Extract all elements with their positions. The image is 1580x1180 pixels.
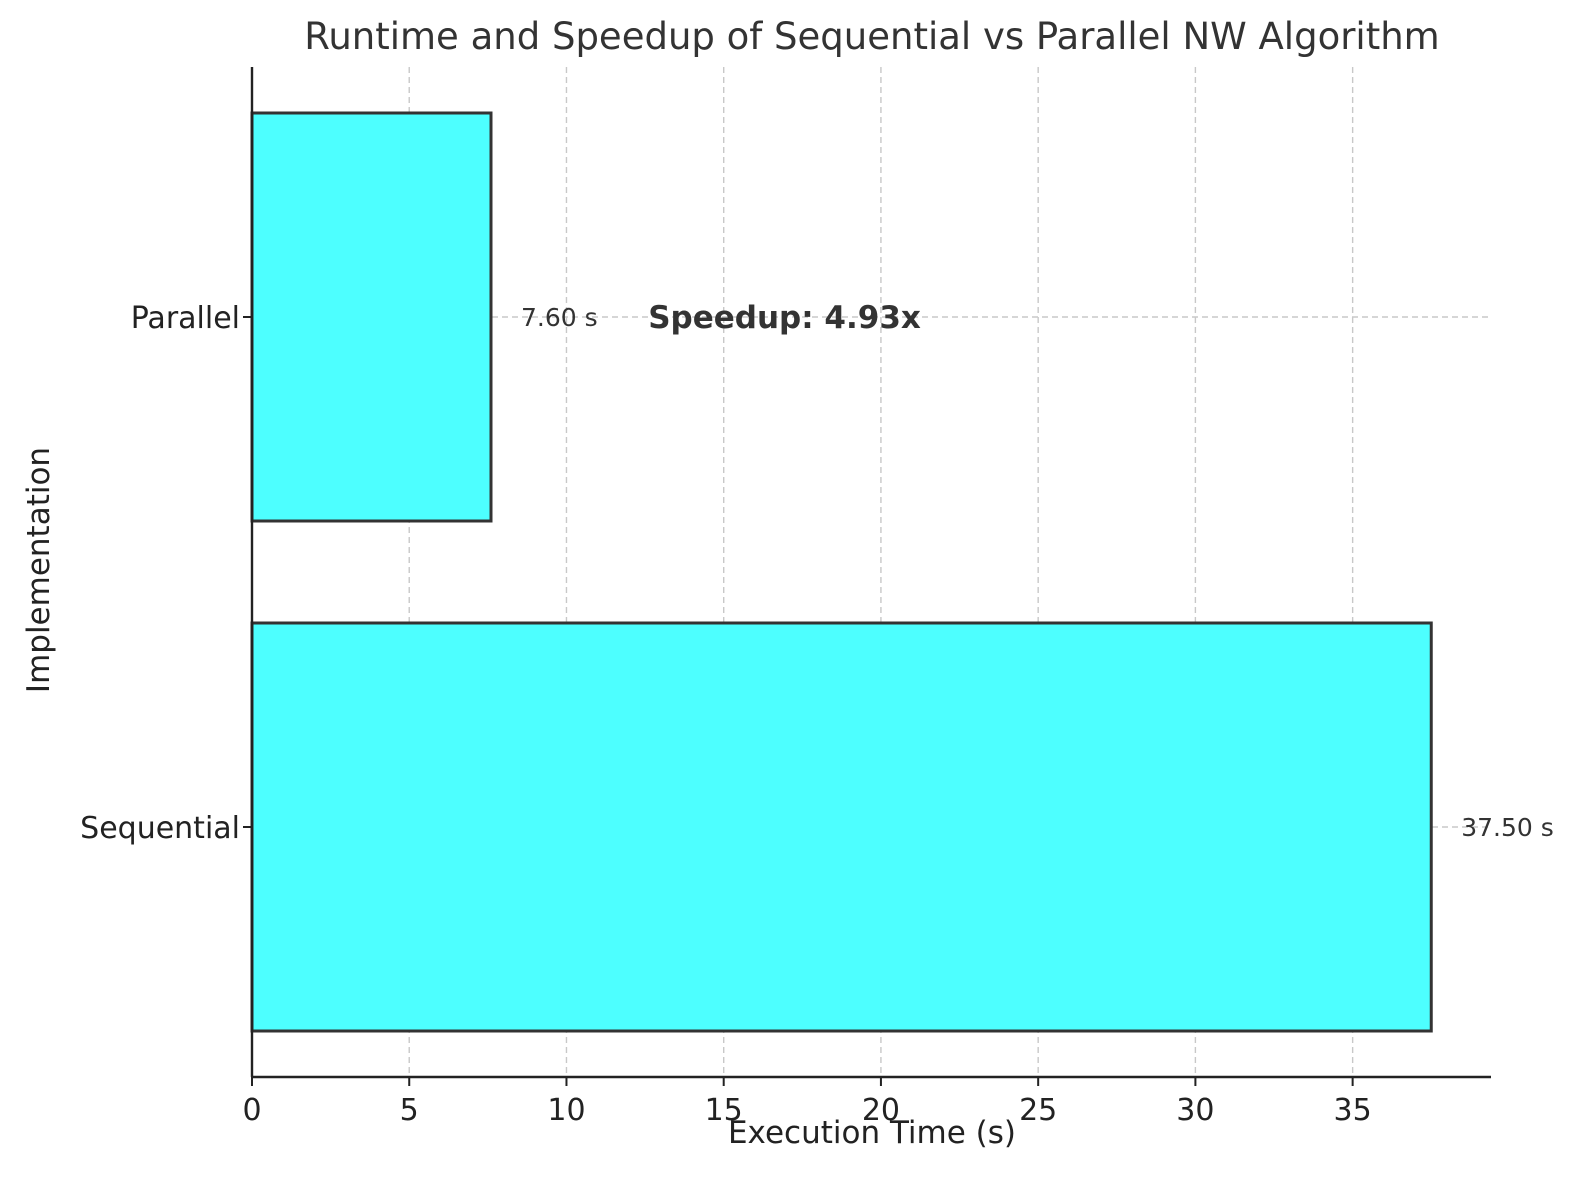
chart-title: Runtime and Speedup of Sequential vs Par…: [304, 15, 1439, 58]
y-tick-label: Parallel: [131, 301, 240, 336]
x-tick-label: 20: [862, 1093, 900, 1128]
x-tick-label: 5: [400, 1093, 419, 1128]
bar-parallel: [250, 111, 493, 523]
x-tick-label: 10: [547, 1093, 585, 1128]
bar-sequential: [250, 621, 1433, 1033]
y-tick-label: Sequential: [80, 811, 240, 846]
x-tick-label: 30: [1176, 1093, 1214, 1128]
axes: [243, 67, 1491, 1086]
x-tick-label: 25: [1019, 1093, 1057, 1128]
value-label-sequential: 37.50 s: [1461, 813, 1554, 842]
x-tick-label: 15: [705, 1093, 743, 1128]
x-axis-label: Execution Time (s): [728, 1115, 1016, 1151]
value-label-parallel: 7.60 s: [521, 303, 598, 332]
labels: Runtime and Speedup of Sequential vs Par…: [21, 15, 1554, 1151]
speedup-annotation: Speedup: 4.93x: [648, 300, 921, 336]
x-tick-label: 0: [242, 1093, 261, 1128]
y-axis-label: Implementation: [21, 447, 57, 693]
x-tick-label: 35: [1334, 1093, 1372, 1128]
bars: [250, 111, 1433, 1033]
